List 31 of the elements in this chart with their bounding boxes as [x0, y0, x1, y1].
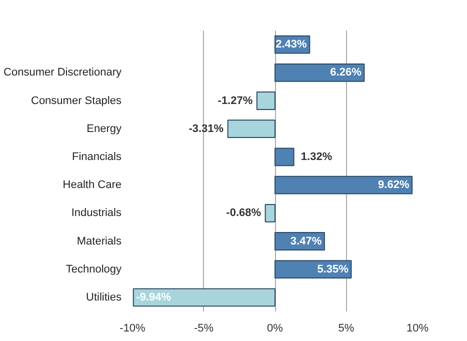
bar — [132, 288, 276, 307]
data-label: 6.26% — [330, 66, 362, 79]
data-label: 1.32% — [300, 150, 332, 163]
bar — [227, 120, 276, 138]
bar — [264, 204, 276, 222]
bar — [274, 176, 413, 194]
data-label: -9.94% — [136, 291, 172, 304]
y-tick-label: Financials — [72, 150, 122, 163]
x-tick-label: -10% — [120, 322, 146, 334]
x-tick-label: -5% — [194, 322, 214, 334]
x-tick-label: 5% — [338, 322, 354, 334]
y-tick-label: Utilities — [86, 291, 122, 304]
data-label: -0.68% — [226, 207, 262, 220]
bar — [274, 63, 365, 82]
data-label: -1.27% — [218, 94, 253, 107]
data-label: 9.62% — [378, 179, 410, 192]
bar — [256, 92, 276, 110]
bar — [274, 148, 294, 166]
x-tick-label: 0% — [267, 322, 284, 334]
y-tick-label: Consumer Staples — [31, 94, 122, 107]
y-tick-label: Consumer Discretionary — [4, 66, 122, 79]
y-tick-label: Industrials — [71, 207, 122, 220]
data-label: 2.43% — [276, 38, 307, 51]
data-label: -3.31% — [188, 122, 224, 135]
y-tick-label: Health Care — [62, 179, 122, 192]
y-tick-label: Technology — [66, 263, 122, 276]
data-label: 5.35% — [317, 263, 349, 276]
y-tick-label: Materials — [76, 235, 122, 248]
x-tick-label: 10% — [406, 322, 429, 334]
data-label: 3.47% — [290, 235, 322, 248]
y-tick-label: Energy — [86, 122, 122, 135]
